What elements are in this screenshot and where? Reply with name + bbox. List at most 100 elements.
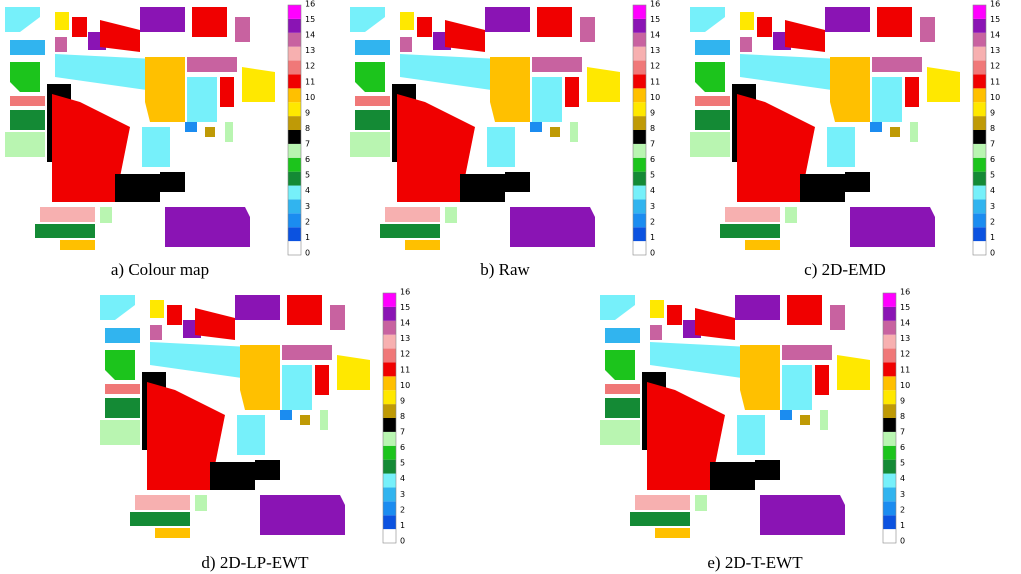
colorbar-swatch <box>383 293 396 307</box>
colorbar-tick-label: 3 <box>305 202 310 211</box>
colorbar-swatch <box>973 116 986 130</box>
colorbar-tick-label: 11 <box>650 77 660 86</box>
colorbar-swatch <box>973 172 986 186</box>
colorbar-tick-label: 9 <box>305 108 310 117</box>
colorbar-tick-label: 8 <box>900 412 905 421</box>
colorbar-tick-label: 15 <box>400 303 410 312</box>
colorbar-swatch <box>288 61 301 75</box>
colorbar-swatch <box>633 227 646 241</box>
colorbar-swatch <box>883 460 896 474</box>
colorbar-tick-label: 3 <box>900 490 905 499</box>
colorbar-tick-label: 10 <box>900 381 910 390</box>
colorbar-swatch <box>383 335 396 349</box>
colorbar-swatch <box>633 130 646 144</box>
colorbar-tick-label: 14 <box>650 31 660 40</box>
colorbar-tick-label: 16 <box>305 0 315 8</box>
classification-map <box>100 295 370 538</box>
panel: 012345678910111213141516b) Raw <box>350 0 660 279</box>
colorbar-swatch <box>383 529 396 543</box>
panel-caption: b) Raw <box>480 260 530 279</box>
colorbar-tick-label: 10 <box>400 381 410 390</box>
colorbar-tick-label: 14 <box>990 31 1000 40</box>
colorbar-tick-label: 6 <box>305 155 310 164</box>
colorbar-tick-label: 3 <box>400 490 405 499</box>
colorbar-tick-label: 7 <box>400 428 405 437</box>
colorbar-tick-label: 6 <box>400 443 405 452</box>
colorbar-tick-label: 6 <box>990 155 995 164</box>
colorbar-tick-label: 2 <box>900 505 905 514</box>
colorbar-tick-label: 4 <box>650 186 655 195</box>
colorbar-tick-label: 2 <box>305 217 310 226</box>
colorbar-swatch <box>633 74 646 88</box>
colorbar-swatch <box>883 307 896 321</box>
colorbar-swatch <box>288 213 301 227</box>
colorbar-tick-label: 16 <box>650 0 660 8</box>
colorbar-tick-label: 7 <box>900 428 905 437</box>
figure: .c0{fill:#ffffff}.c1{fill:#0b52e0}.c2{fi… <box>0 0 1021 574</box>
classification-map <box>690 7 960 250</box>
colorbar-tick-label: 4 <box>900 474 905 483</box>
colorbar-tick-label: 10 <box>650 93 660 102</box>
colorbar-tick-label: 4 <box>400 474 405 483</box>
colorbar-tick-label: 4 <box>990 186 995 195</box>
colorbar-tick-label: 10 <box>990 93 1000 102</box>
colorbar-tick-label: 1 <box>650 233 655 242</box>
colorbar-tick-label: 2 <box>650 217 655 226</box>
colorbar-swatch <box>288 19 301 33</box>
colorbar-tick-label: 8 <box>400 412 405 421</box>
colorbar-tick-label: 12 <box>400 350 410 359</box>
panel-caption: a) Colour map <box>111 260 209 279</box>
colorbar-swatch <box>383 307 396 321</box>
colorbar-swatch <box>383 515 396 529</box>
colorbar-swatch <box>883 487 896 501</box>
colorbar-tick-label: 1 <box>900 521 905 530</box>
panel: 012345678910111213141516e) 2D-T-EWT <box>600 287 910 572</box>
colorbar-swatch <box>383 446 396 460</box>
colorbar-swatch <box>973 61 986 75</box>
colorbar-tick-label: 13 <box>900 334 910 343</box>
colorbar-tick-label: 5 <box>305 171 310 180</box>
colorbar-tick-label: 5 <box>650 171 655 180</box>
colorbar-swatch <box>383 349 396 363</box>
colorbar-swatch <box>633 61 646 75</box>
colorbar-swatch <box>883 321 896 335</box>
colorbar-swatch <box>633 5 646 19</box>
colorbar-swatch <box>973 158 986 172</box>
colorbar-tick-label: 5 <box>400 459 405 468</box>
colorbar-swatch <box>288 130 301 144</box>
panel: 012345678910111213141516d) 2D-LP-EWT <box>100 287 410 572</box>
colorbar-swatch <box>973 47 986 61</box>
colorbar-swatch <box>973 102 986 116</box>
colorbar-tick-label: 9 <box>650 108 655 117</box>
colorbar-tick-label: 11 <box>305 77 315 86</box>
colorbar-swatch <box>383 460 396 474</box>
colorbar-tick-label: 14 <box>900 319 910 328</box>
colorbar-swatch <box>973 213 986 227</box>
colorbar-swatch <box>383 362 396 376</box>
colorbar-swatch <box>383 501 396 515</box>
colorbar-swatch <box>633 19 646 33</box>
colorbar-tick-label: 12 <box>305 62 315 71</box>
colorbar-swatch <box>288 144 301 158</box>
colorbar-swatch <box>973 33 986 47</box>
colorbar-swatch <box>973 74 986 88</box>
colorbar-tick-label: 3 <box>990 202 995 211</box>
colorbar-swatch <box>883 515 896 529</box>
colorbar-swatch <box>883 446 896 460</box>
colorbar-swatch <box>633 116 646 130</box>
colorbar-swatch <box>633 199 646 213</box>
colorbar-tick-label: 16 <box>990 0 1000 8</box>
colorbar-tick-label: 11 <box>400 365 410 374</box>
colorbar-swatch <box>633 172 646 186</box>
colorbar-swatch <box>973 186 986 200</box>
colorbar-tick-label: 0 <box>990 249 995 258</box>
colorbar-tick-label: 1 <box>990 233 995 242</box>
colorbar-swatch <box>883 390 896 404</box>
colorbar-swatch <box>973 130 986 144</box>
colorbar-tick-label: 13 <box>305 46 315 55</box>
colorbar-tick-label: 9 <box>990 108 995 117</box>
colorbar-tick-label: 6 <box>900 443 905 452</box>
colorbar-swatch <box>288 74 301 88</box>
colorbar-swatch <box>288 158 301 172</box>
